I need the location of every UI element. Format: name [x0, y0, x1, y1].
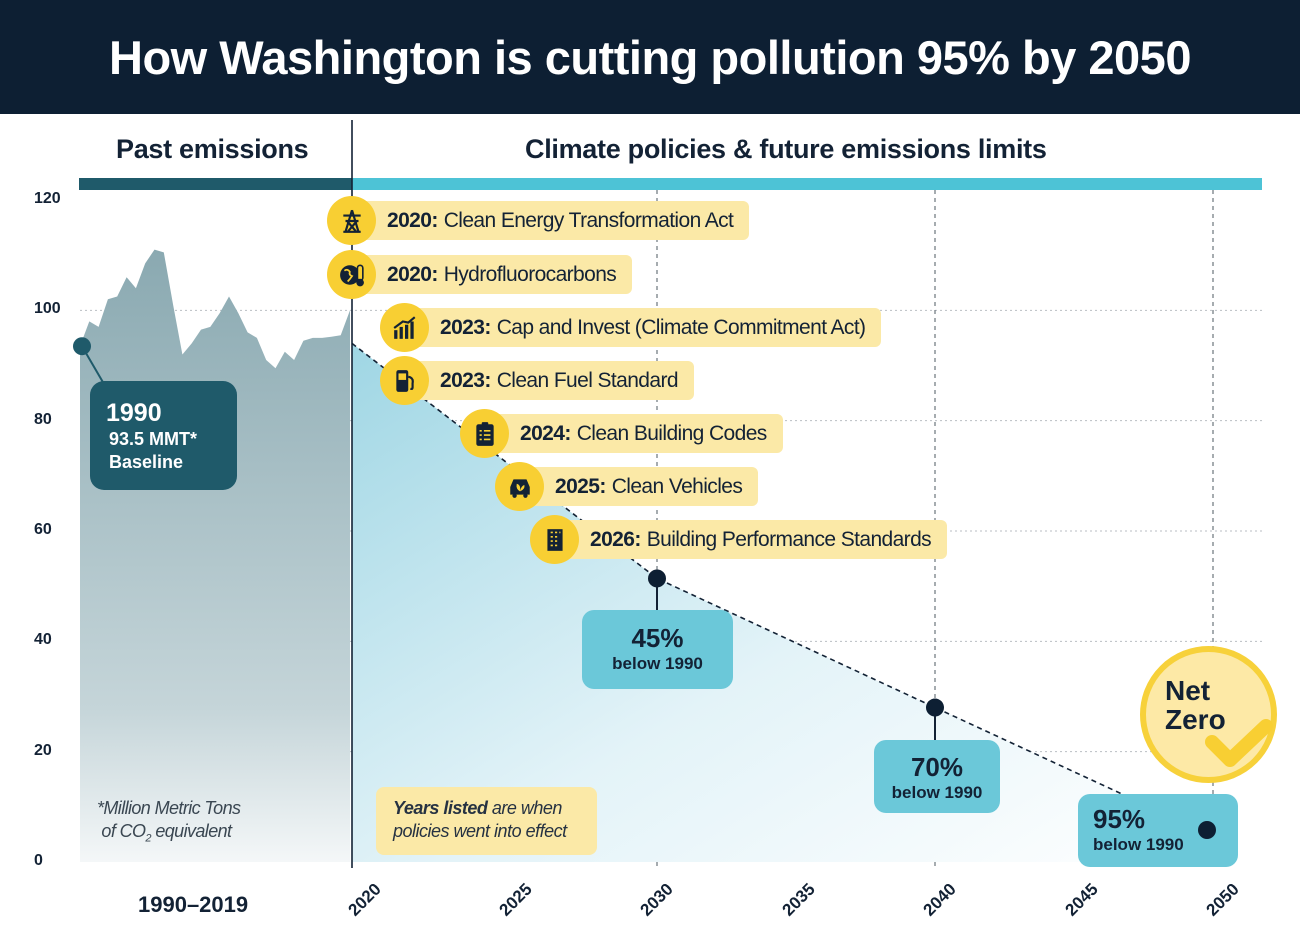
note-line2: policies went into effect: [393, 821, 567, 841]
y-tick-label: 120: [34, 190, 61, 207]
target-2040-box: 70% below 1990: [874, 740, 1000, 813]
past-emissions-area: [80, 249, 350, 863]
car-leaf-icon: [495, 462, 544, 511]
rising-bar-chart-icon: [380, 303, 429, 352]
future-limits-area: [352, 343, 1213, 862]
net-zero-line2: Zero: [1165, 704, 1226, 735]
policy-label: 2026: Building Performance Standards: [554, 520, 948, 559]
net-zero-line1: Net: [1165, 675, 1211, 706]
policy-year: 2025:: [555, 474, 606, 498]
past-emissions-heading: Past emissions: [116, 134, 309, 164]
fuel-pump-icon: [380, 356, 429, 405]
policy-name: Clean Fuel Standard: [496, 368, 679, 392]
policy-year: 2020:: [387, 208, 438, 232]
baseline-year: 1990: [106, 399, 162, 427]
policy-label: 2020: Clean Energy Transformation Act: [351, 201, 750, 240]
target-pct: 45%: [631, 623, 684, 653]
policy-name: Clean Vehicles: [611, 474, 743, 498]
policy-year: 2026:: [590, 527, 641, 551]
footnote-line2-end: equivalent: [150, 821, 232, 841]
target-2030-box: 45% below 1990: [582, 610, 733, 689]
power-tower-icon: [327, 196, 376, 245]
y-tick-label: 80: [34, 410, 52, 428]
policy-label: 2024: Clean Building Codes: [484, 414, 783, 453]
policy-label: 2023: Clean Fuel Standard: [404, 361, 694, 400]
policy-year: 2023:: [440, 368, 491, 392]
target-2050-box: 95% below 1990: [1078, 794, 1238, 867]
office-building-icon: [530, 515, 579, 564]
policy-year: 2023:: [440, 315, 491, 339]
target-sub: below 1990: [1093, 835, 1184, 854]
clipboard-checklist-icon: [460, 409, 509, 458]
footnote-line2: of CO: [101, 821, 146, 841]
footnote-line1: *Million Metric Tons: [97, 798, 241, 818]
baseline-value: 93.5 MMT*: [109, 429, 198, 449]
baseline-label: Baseline: [109, 452, 184, 472]
note-bold: Years listed: [393, 798, 488, 818]
future-limit-line: [351, 342, 1214, 837]
policy-year: 2020:: [387, 262, 438, 286]
policy-name: Clean Energy Transformation Act: [443, 208, 734, 232]
future-section-bar: [352, 178, 1262, 190]
policy-label: 2023: Cap and Invest (Climate Commitment …: [404, 308, 882, 347]
target-sub: below 1990: [891, 783, 983, 802]
baseline-callout: 1990 93.5 MMT* Baseline: [90, 381, 237, 490]
policy-label: 2025: Clean Vehicles: [519, 467, 759, 506]
policy-name: Building Performance Standards: [646, 527, 932, 551]
y-tick-label: 0: [34, 852, 43, 869]
policy-name: Cap and Invest (Climate Commitment Act): [496, 315, 866, 339]
footnote-subscript: 2: [145, 832, 151, 845]
y-tick-label: 40: [34, 631, 52, 649]
target-pct: 70%: [910, 752, 964, 782]
years-note: Years listed are when policies went into…: [376, 787, 597, 855]
checkmark-icon: [1205, 719, 1273, 767]
page-title: How Washington is cutting pollution 95% …: [109, 30, 1191, 84]
globe-thermometer-icon: [327, 250, 376, 299]
footnote: *Million Metric Tons of CO2 equivalent: [97, 797, 241, 851]
policy-name: Clean Building Codes: [576, 421, 768, 445]
title-banner: How Washington is cutting pollution 95% …: [0, 0, 1300, 114]
policy-name: Hydrofluorocarbons: [443, 262, 617, 286]
y-tick-label: 60: [34, 521, 52, 538]
policy-year: 2024:: [520, 421, 571, 445]
note-text: are when: [487, 798, 563, 818]
y-tick-label: 100: [34, 300, 61, 318]
net-zero-badge: Net Zero: [1140, 646, 1277, 783]
past-section-bar: [79, 178, 352, 190]
policy-label: 2020: Hydrofluorocarbons: [351, 255, 633, 294]
future-heading: Climate policies & future emissions limi…: [525, 134, 1047, 164]
y-tick-label: 20: [34, 741, 52, 759]
target-sub: below 1990: [612, 654, 703, 673]
past-period-label: 1990–2019: [138, 892, 249, 917]
target-pct: 95%: [1093, 804, 1146, 834]
